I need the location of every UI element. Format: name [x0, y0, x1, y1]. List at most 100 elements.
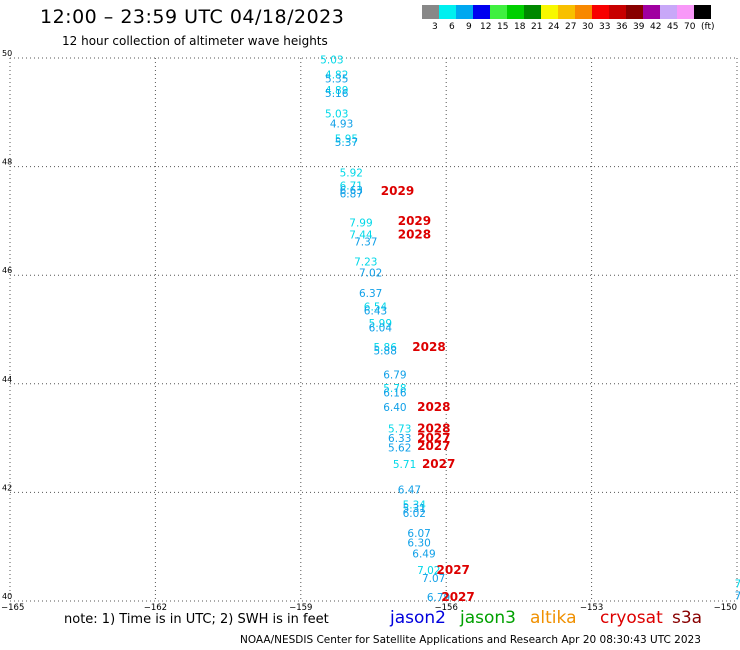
wave-height-value: 6.54 [364, 301, 388, 313]
legend-label: 39 [633, 22, 645, 32]
wave-height-value: 7.02 [359, 267, 382, 279]
cycle-number-label: 2028 [417, 400, 450, 414]
cycle-number-label: 2027 [417, 431, 450, 445]
wave-height-value: 6.04 [369, 323, 393, 335]
wave-height-value: 7.07 [422, 573, 445, 585]
wave-height-value: 5.35 [325, 73, 348, 85]
x-tick-label: −159 [289, 603, 312, 613]
legend-swatch [609, 5, 626, 19]
wave-height-value: 6.37 [359, 288, 382, 300]
wave-height-value: 5.88 [374, 345, 397, 357]
legend-swatch [473, 5, 490, 19]
legend-swatch [694, 5, 711, 19]
wave-height-value: 5.86 [374, 342, 398, 354]
legend-swatch [524, 5, 541, 19]
x-tick-label: −153 [580, 603, 603, 613]
legend-swatch [507, 5, 524, 19]
legend-swatch [660, 5, 677, 19]
legend-label: 3 [432, 22, 438, 32]
legend-label: 42 [650, 22, 662, 32]
footer-credit: NOAA/NESDIS Center for Satellite Applica… [240, 634, 701, 646]
legend-label: 24 [548, 22, 560, 32]
map-subtitle: 12 hour collection of altimeter wave hei… [62, 34, 328, 48]
wave-height-value: 6.47 [398, 484, 421, 496]
wave-height-value: 6.07 [407, 528, 430, 540]
legend-label: 45 [667, 22, 679, 32]
legend-swatch [626, 5, 643, 19]
legend-swatch [422, 5, 439, 19]
satellite-label-altika: altika [530, 608, 577, 628]
x-tick-label: −156 [435, 603, 458, 613]
legend-label: 15 [497, 22, 509, 32]
legend-swatch [592, 5, 609, 19]
y-tick-label: 44 [2, 375, 12, 384]
cycle-number-label: 2028 [417, 422, 450, 436]
y-tick-label: 46 [2, 266, 12, 275]
satellite-label-s3a: s3a [672, 608, 703, 628]
wave-height-value: 6.63 [340, 185, 363, 197]
legend-label: 27 [565, 22, 577, 32]
wave-height-value: 6.43 [364, 305, 387, 317]
wave-height-value: 5.03 [325, 109, 348, 121]
y-tick-label: 42 [2, 483, 12, 492]
wave-height-value: 7.99 [349, 217, 372, 229]
satellite-label-jason2: jason2 [390, 608, 446, 628]
wave-height-value: 5.03 [320, 54, 343, 66]
legend-swatch [439, 5, 456, 19]
wave-height-value: 6.30 [407, 538, 430, 550]
wave-height-value: 5.62 [388, 443, 411, 455]
legend-label: 33 [599, 22, 611, 32]
wave-height-value: 6.33 [388, 433, 411, 445]
y-tick-label: 40 [2, 592, 12, 601]
wave-height-value: 6.87 [340, 189, 363, 201]
legend-label: 6 [449, 22, 455, 32]
cycle-number-label: 2027 [441, 590, 474, 604]
wave-height-value: 5.73 [388, 424, 411, 436]
legend-label: 36 [616, 22, 628, 32]
wave-height-value: 4.93 [330, 119, 353, 131]
wave-height-value: 4.82 [325, 70, 348, 82]
wave-height-value: 6.79 [427, 592, 450, 604]
wave-height-value: 6.79 [383, 369, 406, 381]
cycle-number-label: 2027 [422, 457, 455, 471]
satellite-label-jason3: jason3 [460, 608, 516, 628]
x-tick-label: −150 [714, 603, 737, 613]
legend-unit: (ft) [701, 22, 715, 32]
legend-swatch [456, 5, 473, 19]
legend-swatch [490, 5, 507, 19]
legend-label: 30 [582, 22, 594, 32]
wave-height-value: 7.37 [354, 236, 377, 248]
legend-swatch [677, 5, 694, 19]
cycle-number-label: 2029 [398, 214, 431, 228]
legend-label: 18 [514, 22, 526, 32]
wave-height-value: 5.71 [393, 459, 416, 471]
wave-height-value: 6.02 [403, 508, 426, 520]
wave-height-value: 5.99 [369, 318, 392, 330]
cycle-number-label: 2027 [417, 439, 450, 453]
wave-height-value: 5.78 [383, 383, 406, 395]
wave-height-value: 5.37 [335, 137, 358, 149]
wave-height-value: 5.92 [340, 167, 363, 179]
note-text: note: 1) Time is in UTC; 2) SWH is in fe… [64, 612, 329, 627]
wave-height-value: 7.44 [349, 229, 373, 241]
y-tick-label: 48 [2, 158, 12, 167]
legend-swatch [558, 5, 575, 19]
map-title: 12:00 – 23:59 UTC 04/18/2023 [40, 6, 345, 28]
y-tick-label: 50 [2, 49, 12, 58]
legend-swatch [575, 5, 592, 19]
cycle-number-label: 2027 [437, 563, 470, 577]
wave-height-value: 7.23 [354, 256, 377, 268]
wave-height-value: 7 [735, 578, 740, 590]
x-tick-label: −162 [144, 603, 167, 613]
satellite-label-cryosat: cryosat [600, 608, 663, 628]
wave-height-value: 7 [735, 590, 740, 602]
wave-height-value: 7.02 [417, 565, 440, 577]
legend-label: 21 [531, 22, 543, 32]
wave-height-value: 6.40 [383, 402, 406, 414]
wave-height-value: 6.16 [383, 387, 407, 399]
legend-swatch [643, 5, 660, 19]
wave-height-value: 5.34 [403, 500, 427, 512]
wave-height-value: 6.49 [412, 549, 435, 561]
wave-height-value: 6.71 [340, 180, 363, 192]
